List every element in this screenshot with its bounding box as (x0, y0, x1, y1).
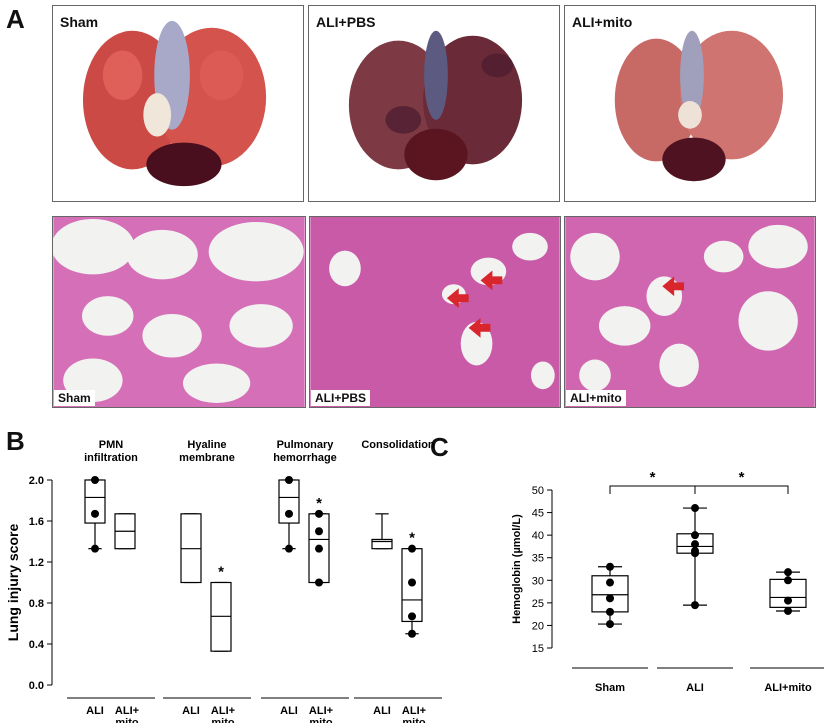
chart-c-hemoglobin: 15 20 25 30 35 40 45 50 Hemoglobin (µmol/L) Sham A… (511, 469, 824, 694)
box-2-0-point (285, 509, 293, 518)
box-1-point (691, 540, 699, 549)
box-0-0-point (91, 476, 99, 484)
y-tick-label: 45 (532, 508, 544, 520)
box-0-0-point (91, 509, 99, 518)
box-2-1-point (315, 578, 323, 587)
box-3-1-point (408, 629, 416, 638)
box-0-point (606, 578, 614, 587)
x-tick-label: ALI (373, 705, 391, 717)
panel-label-a: A (6, 4, 25, 34)
group-title: Consolidation (361, 439, 435, 451)
box-2-point (784, 606, 792, 615)
box-3-1-point (408, 578, 416, 587)
box-1-point (691, 531, 699, 540)
group-title: PMN (99, 439, 124, 451)
group-title: Pulmonary (277, 439, 335, 451)
y-tick-label: 1.6 (29, 516, 44, 528)
x-tick-label: ALI (280, 705, 298, 717)
x-tick-label: ALI (182, 705, 200, 717)
y-tick-label: 50 (532, 485, 544, 497)
x-tick-label: mito (211, 717, 235, 723)
x-tick-label: ALI+ (309, 705, 333, 717)
y-tick-label: 35 (532, 553, 544, 565)
group-title: hemorrhage (273, 452, 337, 464)
box-2-point (784, 596, 792, 605)
chart-b-lung-injury: 0.0 0.4 0.8 1.2 1.6 2.0 Lung injury score PMNin… (5, 439, 442, 723)
box-2-point (784, 568, 792, 577)
significance-marker: * (650, 469, 656, 486)
y-axis-title: Hemoglobin (µmol/L) (511, 514, 523, 624)
histology-image (310, 217, 560, 407)
box-2-point (784, 576, 792, 585)
histology-ali-mito: ALI+mito (564, 216, 816, 408)
gross-photo-ali-mito: ALI+mito (564, 5, 816, 202)
y-tick-label: 25 (532, 598, 544, 610)
histology-image (565, 217, 815, 407)
lung-image (614, 30, 784, 182)
box-0-point (606, 607, 614, 616)
y-tick-label: 1.2 (29, 557, 44, 569)
box-3-1-point (408, 544, 416, 553)
box-2-1-point (315, 544, 323, 553)
x-tick-label: ALI (686, 682, 704, 694)
box-1-point (691, 601, 699, 610)
group-title: infiltration (84, 452, 138, 464)
lung-image (348, 30, 523, 181)
box-0-point (606, 562, 614, 571)
box-1-point (691, 549, 699, 558)
box-3-1-point (408, 612, 416, 621)
panel-label-b: B (6, 426, 25, 456)
box-3-0-box (371, 538, 393, 550)
box-2-0-point (285, 476, 293, 484)
panel-label-c: C (430, 432, 449, 462)
y-tick-label: 0.0 (29, 680, 44, 692)
x-tick-label: mito (309, 717, 333, 723)
x-tick-label: mito (402, 717, 426, 723)
box-0-point (606, 594, 614, 603)
group-title: membrane (179, 452, 235, 464)
histology-sham: Sham (52, 216, 306, 408)
significance-marker: * (409, 530, 415, 547)
significance-marker: * (739, 469, 745, 486)
group-title: Hyaline (187, 439, 226, 451)
x-tick-label: ALI+ (402, 705, 426, 717)
histology-ali-pbs: ALI+PBS (309, 216, 561, 408)
box-1-point (691, 504, 699, 513)
y-tick-label: 20 (532, 620, 544, 632)
y-tick-label: 0.8 (29, 598, 44, 610)
box-2-1-point (315, 509, 323, 518)
gross-photo-label: Sham (60, 14, 99, 30)
significance-marker: * (316, 495, 322, 512)
gross-photo-sham: Sham (52, 5, 304, 202)
box-2-0-point (285, 544, 293, 553)
comparison-bracket (694, 485, 789, 494)
histology-label: ALI+PBS (311, 390, 371, 406)
comparison-bracket (609, 485, 696, 494)
box-0-0-point (91, 544, 99, 553)
y-tick-label: 15 (532, 643, 544, 655)
lung-image (82, 20, 267, 187)
box-0-point (606, 620, 614, 629)
x-tick-label: ALI+ (115, 705, 139, 717)
histology-image (53, 217, 305, 407)
gross-photo-label: ALI+PBS (316, 14, 376, 30)
y-tick-label: 2.0 (29, 475, 44, 487)
x-tick-label: mito (115, 717, 139, 723)
histology-label: ALI+mito (566, 390, 626, 406)
x-tick-label: ALI+mito (764, 682, 812, 694)
y-tick-label: 40 (532, 530, 544, 542)
y-tick-label: 30 (532, 575, 544, 587)
x-tick-label: ALI+ (211, 705, 235, 717)
box-2-1-point (315, 527, 323, 536)
x-tick-label: Sham (595, 682, 625, 694)
y-tick-label: 0.4 (29, 639, 45, 651)
histology-label: Sham (54, 390, 95, 406)
y-axis-title: Lung injury score (5, 524, 21, 642)
x-tick-label: ALI (86, 705, 104, 717)
gross-photo-ali-pbs: ALI+PBS (308, 5, 560, 202)
gross-photo-label: ALI+mito (572, 14, 633, 30)
significance-marker: * (218, 564, 224, 581)
